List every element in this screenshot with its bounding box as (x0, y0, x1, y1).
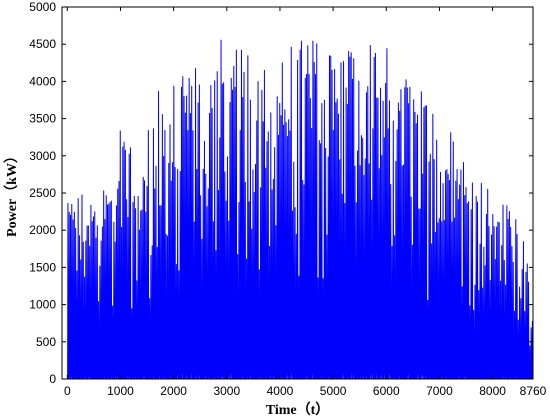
y-tick-label: 2500 (29, 186, 56, 200)
y-tick-label: 0 (49, 372, 56, 386)
x-tick-label: 3000 (213, 384, 240, 398)
power-series-line (67, 39, 533, 379)
x-tick-label: 1000 (107, 384, 134, 398)
x-tick-label: 2000 (160, 384, 187, 398)
x-tick-label: 4000 (267, 384, 294, 398)
y-tick-label: 4000 (29, 74, 56, 88)
y-tick-label: 3500 (29, 112, 56, 126)
y-tick-label: 5000 (29, 0, 56, 14)
x-tick-label: 8760 (520, 384, 547, 398)
y-tick-label: 1500 (29, 260, 56, 274)
y-tick-label: 2000 (29, 223, 56, 237)
x-axis-ticks: 0 1000 2000 3000 4000 5000 6000 7000 8000 8760 (64, 7, 547, 398)
y-tick-label: 1000 (29, 298, 56, 312)
x-tick-label: 5000 (320, 384, 347, 398)
x-axis-title: Time（t） (266, 402, 330, 418)
y-axis-ticks: 0 500 1000 1500 2000 2500 3000 3500 4000 4500 5000 (29, 0, 533, 386)
y-tick-label: 3000 (29, 149, 56, 163)
y-tick-label: 4500 (29, 37, 56, 51)
y-axis-title: Power（kW） (4, 149, 20, 237)
y-tick-label: 500 (36, 335, 56, 349)
x-tick-label: 7000 (426, 384, 453, 398)
x-tick-label: 6000 (373, 384, 400, 398)
x-tick-label: 0 (64, 384, 71, 398)
x-tick-label: 8000 (479, 384, 506, 398)
